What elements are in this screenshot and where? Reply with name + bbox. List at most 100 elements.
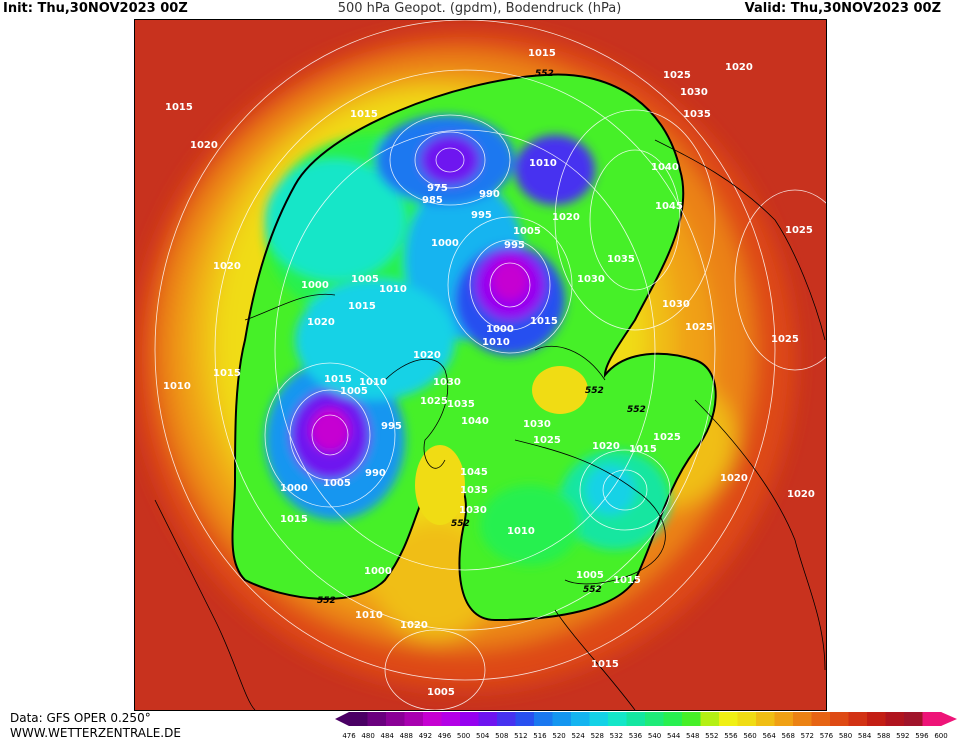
- isobar-label: 1015: [324, 374, 352, 385]
- legend-swatch: [589, 712, 609, 726]
- isobar-label: 1010: [163, 381, 191, 392]
- isobar-label: 995: [471, 210, 492, 221]
- legend-tick-label: 496: [438, 732, 452, 740]
- legend-swatch: [904, 712, 923, 726]
- website-label: WWW.WETTERZENTRALE.DE: [10, 726, 181, 740]
- contour-label-552: 552: [585, 386, 604, 396]
- isobar-label: 1005: [340, 386, 368, 397]
- legend-tick-label: 544: [667, 732, 681, 740]
- contour-label-552: 552: [317, 596, 336, 606]
- legend-tick-label: 488: [400, 732, 413, 740]
- legend-swatch: [367, 712, 387, 726]
- isobar-label: 1000: [431, 238, 459, 249]
- isobar-label: 1020: [190, 140, 218, 151]
- isobar-label: 1020: [720, 473, 748, 484]
- legend-swatch: [534, 712, 553, 726]
- isobar-label: 1010: [379, 284, 407, 295]
- color-scale-legend: 476 480 484 488 492 496 500 504 508 512 516 520 524 5…: [335, 712, 957, 740]
- isobar-labels: 1015 1025 1020 1015 1030 1015 1035 1020 …: [163, 48, 815, 698]
- weather-map-canvas: 552 552 552 552 552 552 1015 1025 1020 1…: [135, 20, 826, 710]
- isobar-label: 1015: [350, 109, 378, 120]
- isobar-label: 1005: [351, 274, 379, 285]
- isobar-label: 1010: [507, 526, 535, 537]
- legend-tick-label: 492: [419, 732, 432, 740]
- legend-tick-label: 480: [361, 732, 374, 740]
- isobar-label: 1045: [460, 467, 488, 478]
- legend-tick-label: 504: [476, 732, 490, 740]
- isobar-label: 1045: [655, 201, 683, 212]
- isobar-label: 1005: [513, 226, 541, 237]
- legend-swatch: [608, 712, 627, 726]
- isobar-label: 1010: [482, 337, 510, 348]
- legend-swatch: [571, 712, 590, 726]
- isobar-label: 1030: [433, 377, 461, 388]
- isobar-label: 1020: [552, 212, 580, 223]
- legend-swatch: [478, 712, 498, 726]
- isobar-label: 1025: [685, 322, 713, 333]
- legend-swatch: [386, 712, 405, 726]
- isobar-label: 1015: [591, 659, 619, 670]
- isobar-label: 990: [479, 189, 500, 200]
- contour-552-line: [231, 73, 717, 622]
- contour-label-552: 552: [583, 585, 602, 595]
- legend-swatch: [645, 712, 664, 726]
- isobar-label: 1020: [592, 441, 620, 452]
- legend-tick-label: 560: [743, 732, 756, 740]
- legend-swatch: [811, 712, 831, 726]
- isobar-label: 1010: [359, 377, 387, 388]
- legend-tick-label: 580: [839, 732, 852, 740]
- map-title: 500 hPa Geopot. (gpdm), Bodendruck (hPa): [337, 1, 622, 16]
- legend-tick-label: 524: [571, 732, 585, 740]
- legend-swatch: [404, 712, 424, 726]
- isobar-label: 1015: [213, 368, 241, 379]
- legend-tick-label: 548: [686, 732, 699, 740]
- isobar-label: 975: [427, 183, 448, 194]
- data-source-label: Data: GFS OPER 0.250°: [10, 711, 151, 725]
- isobar-label: 1015: [280, 514, 308, 525]
- legend-arrow-high: [941, 712, 957, 726]
- ridge-tongue: [532, 366, 588, 414]
- legend-tick-label: 540: [648, 732, 661, 740]
- isobar-label: 995: [504, 240, 525, 251]
- isobar-label: 1040: [461, 416, 489, 427]
- isobar-label: 985: [422, 195, 443, 206]
- legend-tick-label: 500: [457, 732, 470, 740]
- legend-tick-label: 596: [915, 732, 929, 740]
- isobar-label: 1005: [576, 570, 604, 581]
- ridge-tongue: [415, 445, 465, 525]
- isobar-label: 1010: [529, 158, 557, 169]
- valid-time-label: Valid: Thu,30NOV2023 00Z: [744, 1, 941, 16]
- isobar-label: 1020: [787, 489, 815, 500]
- isobar-label: 1035: [460, 485, 488, 496]
- legend-tick-label: 568: [782, 732, 795, 740]
- legend-tick-label: 516: [533, 732, 547, 740]
- legend-swatch: [626, 712, 646, 726]
- isobar-label: 1030: [680, 87, 708, 98]
- contour-label-552: 552: [535, 69, 554, 79]
- isobar-label: 1025: [771, 334, 799, 345]
- coastlines: [154, 139, 826, 710]
- legend-swatch: [441, 712, 461, 726]
- isobar-label: 1015: [629, 444, 657, 455]
- legend-tick-label: 476: [342, 732, 356, 740]
- legend-swatch: [515, 712, 535, 726]
- legend-swatch: [774, 712, 794, 726]
- isobar-label: 995: [381, 421, 402, 432]
- isobar-label: 1035: [607, 254, 635, 265]
- isobar-label: 1020: [413, 350, 441, 361]
- contour-label-552: 552: [627, 405, 646, 415]
- isobar-label: 1030: [662, 299, 690, 310]
- isobar-label: 1000: [364, 566, 392, 577]
- legend-swatch: [756, 712, 775, 726]
- isobar-label: 1030: [523, 419, 551, 430]
- legend-swatch: [867, 712, 886, 726]
- legend-tick-label: 520: [552, 732, 565, 740]
- isobar-label: 1015: [348, 301, 376, 312]
- isobar-label: 1025: [420, 396, 448, 407]
- legend-swatch: [700, 712, 720, 726]
- legend-swatch: [423, 712, 442, 726]
- contour-552-labels: 552 552 552 552 552 552: [317, 69, 646, 606]
- legend-tick-label: 592: [896, 732, 909, 740]
- legend-swatch: [885, 712, 905, 726]
- isobar-label: 1000: [486, 324, 514, 335]
